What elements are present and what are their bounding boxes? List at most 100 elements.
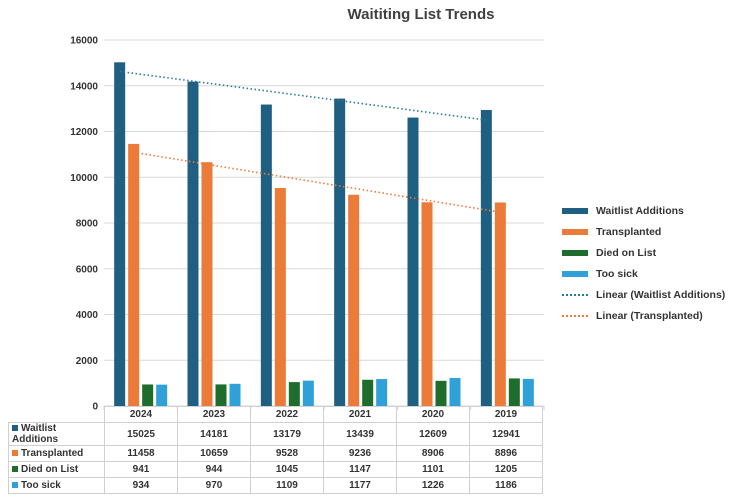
bar bbox=[522, 378, 534, 406]
legend-key-died-on-list bbox=[562, 249, 588, 256]
bar bbox=[142, 384, 154, 406]
table-cell: 1205 bbox=[469, 461, 543, 478]
table-cell: 1045 bbox=[250, 461, 324, 478]
legend-item-linear-transplanted: Linear (Transplanted) bbox=[562, 305, 725, 326]
bar bbox=[156, 384, 168, 406]
table-cell: 9528 bbox=[250, 445, 324, 462]
table-cell: 9236 bbox=[323, 445, 397, 462]
category-label: 2020 bbox=[396, 406, 470, 423]
bar bbox=[302, 380, 314, 406]
bar bbox=[449, 377, 461, 406]
y-tick-label: 14000 bbox=[70, 81, 98, 92]
chart-plot-area: 0 2000 4000 6000 8000 10000 12000 14000 16000 bbox=[70, 36, 545, 411]
y-tick-label: 16000 bbox=[70, 36, 98, 47]
bar bbox=[494, 202, 506, 406]
table-corner-cell bbox=[8, 406, 105, 423]
row-header-label: Transplanted bbox=[21, 448, 84, 459]
table-cell: 13439 bbox=[323, 422, 397, 446]
table-cell: 970 bbox=[177, 477, 251, 494]
legend-label: Died on List bbox=[596, 246, 657, 259]
table-row-transplanted: Transplanted 11458 10659 9528 9236 8906 … bbox=[8, 445, 543, 462]
y-tick-label: 2000 bbox=[76, 356, 99, 367]
bar bbox=[114, 62, 126, 406]
table-cell: 12609 bbox=[396, 422, 470, 446]
legend-item-waitlist-additions: Waitlist Additions bbox=[562, 200, 725, 221]
row-key-too-sick bbox=[12, 482, 18, 489]
bar bbox=[229, 383, 241, 406]
chart-legend: Waitlist Additions Transplanted Died on … bbox=[562, 200, 725, 326]
gridlines bbox=[103, 39, 545, 410]
y-tick-label: 10000 bbox=[70, 173, 98, 184]
bar bbox=[201, 162, 213, 406]
category-label: 2019 bbox=[469, 406, 543, 423]
table-header-row: 2024 2023 2022 2021 2020 2019 bbox=[8, 406, 543, 423]
bar bbox=[421, 202, 433, 406]
bar bbox=[407, 117, 419, 406]
y-tick-label: 8000 bbox=[76, 219, 99, 230]
bar bbox=[348, 194, 360, 406]
row-header: Waitlist Additions bbox=[8, 422, 105, 446]
y-tick-label: 4000 bbox=[76, 310, 99, 321]
legend-label: Linear (Waitlist Additions) bbox=[596, 288, 726, 301]
table-cell: 15025 bbox=[104, 422, 178, 446]
legend-label: Too sick bbox=[596, 267, 638, 280]
chart-title: Waititing List Trends bbox=[347, 6, 495, 23]
y-tick-label: 0 bbox=[92, 402, 98, 411]
table-cell: 1186 bbox=[469, 477, 543, 494]
bar bbox=[128, 143, 140, 406]
table-cell: 934 bbox=[104, 477, 178, 494]
row-header: Too sick bbox=[8, 477, 105, 494]
table-row-waitlist-additions: Waitlist Additions 15025 14181 13179 134… bbox=[8, 422, 543, 446]
row-header-label: Died on List bbox=[21, 464, 79, 475]
legend-label: Transplanted bbox=[596, 225, 662, 238]
bar bbox=[187, 81, 199, 407]
table-cell: 1109 bbox=[250, 477, 324, 494]
bar bbox=[508, 378, 520, 406]
category-label: 2021 bbox=[323, 406, 397, 423]
bar bbox=[480, 109, 492, 407]
bar bbox=[376, 379, 388, 406]
legend-item-died-on-list: Died on List bbox=[562, 242, 725, 263]
table-row-too-sick: Too sick 934 970 1109 1177 1226 1186 bbox=[8, 477, 543, 494]
table-cell: 1177 bbox=[323, 477, 397, 494]
legend-key-linear-waitlist-additions bbox=[562, 293, 588, 296]
table-cell: 1226 bbox=[396, 477, 470, 494]
row-header: Transplanted bbox=[8, 445, 105, 462]
table-cell: 13179 bbox=[250, 422, 324, 446]
row-header-label: Too sick bbox=[21, 480, 61, 491]
table-cell: 8896 bbox=[469, 445, 543, 462]
legend-key-waitlist-additions bbox=[562, 207, 588, 214]
bars bbox=[114, 62, 534, 407]
data-table: 2024 2023 2022 2021 2020 2019 Waitlist A… bbox=[8, 406, 543, 494]
table-cell: 11458 bbox=[104, 445, 178, 462]
bar bbox=[288, 382, 300, 406]
legend-label: Waitlist Additions bbox=[596, 204, 684, 217]
table-cell: 14181 bbox=[177, 422, 251, 446]
bar bbox=[362, 379, 374, 406]
bar bbox=[260, 104, 272, 407]
y-tick-label: 6000 bbox=[76, 264, 99, 275]
category-label: 2022 bbox=[250, 406, 324, 423]
bar bbox=[274, 188, 286, 406]
table-cell: 12941 bbox=[469, 422, 543, 446]
legend-key-too-sick bbox=[562, 270, 588, 277]
y-tick-label: 12000 bbox=[70, 127, 98, 138]
trendline bbox=[119, 70, 487, 121]
y-axis-ticks: 0 2000 4000 6000 8000 10000 12000 14000 16000 bbox=[70, 36, 98, 411]
table-cell: 10659 bbox=[177, 445, 251, 462]
legend-key-transplanted bbox=[562, 228, 588, 235]
row-key-transplanted bbox=[12, 450, 18, 457]
category-label: 2023 bbox=[177, 406, 251, 423]
table-cell: 1101 bbox=[396, 461, 470, 478]
row-header: Died on List bbox=[8, 461, 105, 478]
row-header-label: Waitlist Additions bbox=[12, 423, 59, 445]
bar bbox=[435, 380, 447, 406]
legend-label: Linear (Transplanted) bbox=[596, 309, 703, 322]
table-row-died-on-list: Died on List 941 944 1045 1147 1101 1205 bbox=[8, 461, 543, 478]
legend-item-too-sick: Too sick bbox=[562, 263, 725, 284]
table-cell: 941 bbox=[104, 461, 178, 478]
legend-key-linear-transplanted bbox=[562, 314, 588, 317]
table-cell: 1147 bbox=[323, 461, 397, 478]
bar bbox=[334, 98, 346, 406]
row-key-died-on-list bbox=[12, 466, 18, 473]
